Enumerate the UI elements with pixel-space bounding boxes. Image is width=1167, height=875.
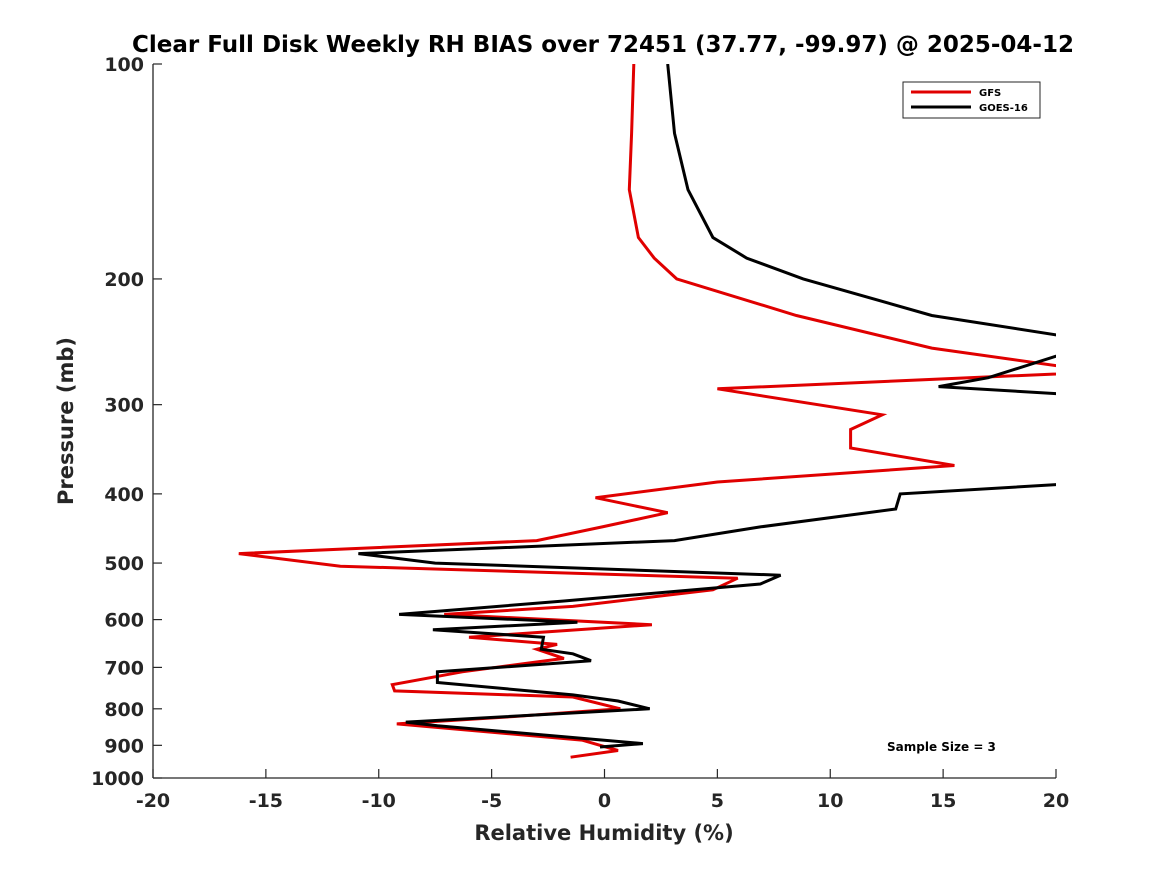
x-tick-label: 5: [711, 790, 724, 812]
x-tick-label: 15: [930, 790, 956, 812]
y-tick-label: 500: [104, 553, 144, 575]
y-axis-ticks: 100 200 300 400 500 600 700 800 900 1000: [91, 54, 162, 790]
x-tick-label: -10: [362, 790, 396, 812]
y-tick-label: 1000: [91, 768, 144, 790]
y-tick-label: 700: [104, 657, 144, 679]
x-tick-label: -20: [136, 790, 170, 812]
sample-size-annotation: Sample Size = 3: [887, 740, 996, 754]
series-line-gfs: [238, 64, 1056, 759]
y-tick-label: 300: [104, 395, 144, 417]
x-axis-ticks: -20 -15 -10 -5 0 5 10 15 20: [136, 769, 1069, 812]
x-axis-label: Relative Humidity (%): [474, 821, 733, 845]
x-tick-label: -15: [249, 790, 283, 812]
series-line-goes16: [358, 64, 1056, 749]
y-tick-label: 900: [104, 735, 144, 757]
y-tick-label: 200: [104, 269, 144, 291]
x-tick-label: -5: [481, 790, 502, 812]
x-tick-label: 20: [1043, 790, 1069, 812]
x-tick-label: 10: [817, 790, 843, 812]
y-tick-label: 800: [104, 699, 144, 721]
chart-title: Clear Full Disk Weekly RH BIAS over 7245…: [132, 32, 1074, 58]
legend-label-goes16: GOES-16: [979, 103, 1028, 114]
legend-label-gfs: GFS: [979, 88, 1001, 99]
y-tick-label: 100: [104, 54, 144, 76]
series-layer: [238, 64, 1056, 759]
legend-box: [902, 81, 1041, 119]
y-tick-label: 600: [104, 610, 144, 632]
y-tick-label: 400: [104, 484, 144, 506]
y-axis-label: Pressure (mb): [54, 337, 78, 505]
legend: GFS GOES-16: [902, 81, 1041, 119]
plot-area: [153, 64, 1056, 778]
x-tick-label: 0: [598, 790, 611, 812]
